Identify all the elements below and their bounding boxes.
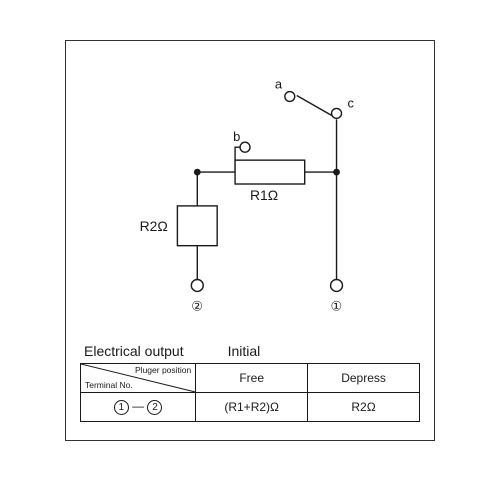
split-bottom-label: Terminal No. — [85, 381, 133, 390]
node-b-label: b — [233, 129, 240, 144]
value-depress: R2Ω — [308, 393, 420, 422]
table-row: Pluger position Terminal No. Free Depres… — [81, 364, 420, 393]
terminal-2-label: ② — [191, 298, 203, 313]
node-a-label: a — [275, 77, 283, 92]
split-top-label: Pluger position — [135, 366, 191, 375]
datasheet-panel: a c b R1Ω R2Ω ② ① Electrical output Init… — [65, 40, 435, 441]
r1-label: R1Ω — [250, 187, 278, 203]
output-table-area: Electrical output Initial Pluger positio… — [66, 331, 434, 440]
table-headers: Electrical output Initial — [80, 341, 274, 363]
terminal-dash: — — [132, 399, 144, 413]
col-depress: Depress — [308, 364, 420, 393]
terminal-badge: 1 — [114, 400, 129, 415]
split-header-cell: Pluger position Terminal No. — [81, 364, 196, 393]
node-c-label: c — [347, 95, 354, 110]
table-row: 1 — 2 (R1+R2)Ω R2Ω — [81, 393, 420, 422]
row-terminals-cell: 1 — 2 — [81, 393, 196, 422]
header-electrical-output: Electrical output — [82, 343, 186, 361]
value-free: (R1+R2)Ω — [196, 393, 308, 422]
r2-label: R2Ω — [140, 218, 168, 234]
output-table: Pluger position Terminal No. Free Depres… — [80, 363, 420, 422]
terminal-badge: 2 — [147, 400, 162, 415]
col-free: Free — [196, 364, 308, 393]
header-initial: Initial — [188, 343, 273, 361]
terminal-1-label: ① — [331, 298, 343, 313]
circuit-diagram: a c b R1Ω R2Ω ② ① — [66, 41, 434, 331]
